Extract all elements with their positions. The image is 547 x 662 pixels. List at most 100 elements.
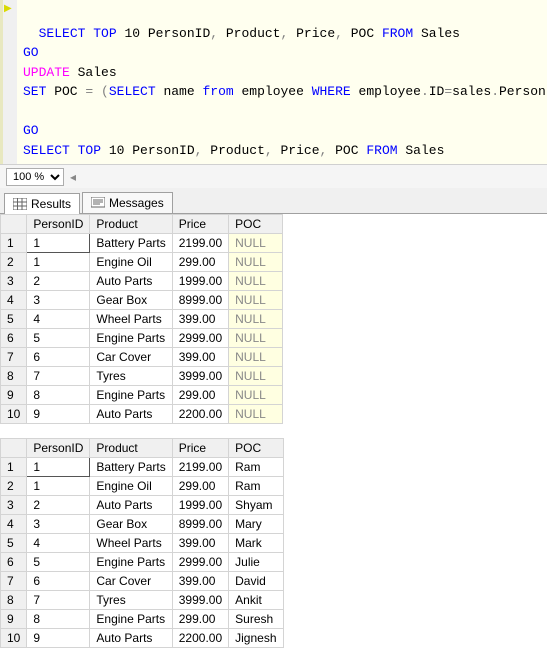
table-row[interactable]: 32Auto Parts1999.00Shyam	[1, 496, 284, 515]
cell-price[interactable]: 8999.00	[172, 515, 228, 534]
cell-price[interactable]: 399.00	[172, 572, 228, 591]
cell-person[interactable]: 5	[27, 329, 90, 348]
cell-person[interactable]: 9	[27, 405, 90, 424]
cell-price[interactable]: 299.00	[172, 253, 228, 272]
cell-poc[interactable]: Ankit	[229, 591, 283, 610]
cell-person[interactable]: 1	[27, 253, 90, 272]
tab-results[interactable]: Results	[4, 193, 80, 214]
table-row[interactable]: 76Car Cover399.00NULL	[1, 348, 283, 367]
cell-price[interactable]: 8999.00	[172, 291, 228, 310]
cell-price[interactable]: 399.00	[172, 348, 228, 367]
table-row[interactable]: 54Wheel Parts399.00Mark	[1, 534, 284, 553]
cell-product[interactable]: Car Cover	[90, 348, 172, 367]
cell-product[interactable]: Auto Parts	[90, 496, 172, 515]
row-header[interactable]: 4	[1, 291, 27, 310]
table-row[interactable]: 11Battery Parts2199.00Ram	[1, 458, 284, 477]
cell-poc[interactable]: Mark	[229, 534, 283, 553]
row-header[interactable]: 2	[1, 253, 27, 272]
cell-person[interactable]: 5	[27, 553, 90, 572]
cell-person[interactable]: 3	[27, 515, 90, 534]
cell-price[interactable]: 1999.00	[172, 272, 228, 291]
cell-price[interactable]: 2999.00	[172, 329, 228, 348]
cell-product[interactable]: Battery Parts	[90, 458, 172, 477]
table-row[interactable]: 87Tyres3999.00NULL	[1, 367, 283, 386]
grid-table[interactable]: PersonID Product Price POC 11Battery Par…	[0, 214, 283, 424]
table-row[interactable]: 76Car Cover399.00David	[1, 572, 284, 591]
cell-poc[interactable]: NULL	[229, 367, 283, 386]
row-header[interactable]: 7	[1, 572, 27, 591]
row-header[interactable]: 3	[1, 272, 27, 291]
table-row[interactable]: 109Auto Parts2200.00Jignesh	[1, 629, 284, 648]
cell-price[interactable]: 399.00	[172, 534, 228, 553]
cell-person[interactable]: 7	[27, 367, 90, 386]
cell-price[interactable]: 299.00	[172, 477, 228, 496]
cell-poc[interactable]: Shyam	[229, 496, 283, 515]
row-header[interactable]: 6	[1, 329, 27, 348]
cell-price[interactable]: 2999.00	[172, 553, 228, 572]
cell-poc[interactable]: NULL	[229, 272, 283, 291]
table-row[interactable]: 109Auto Parts2200.00NULL	[1, 405, 283, 424]
col-header-poc[interactable]: POC	[229, 439, 283, 458]
cell-person[interactable]: 7	[27, 591, 90, 610]
cell-poc[interactable]: Ram	[229, 458, 283, 477]
cell-person[interactable]: 4	[27, 310, 90, 329]
cell-price[interactable]: 2199.00	[172, 458, 228, 477]
cell-product[interactable]: Auto Parts	[90, 405, 172, 424]
cell-price[interactable]: 299.00	[172, 610, 228, 629]
grid-table[interactable]: PersonID Product Price POC 11Battery Par…	[0, 438, 284, 648]
cell-price[interactable]: 3999.00	[172, 591, 228, 610]
table-row[interactable]: 98Engine Parts299.00NULL	[1, 386, 283, 405]
cell-person[interactable]: 6	[27, 348, 90, 367]
cell-product[interactable]: Tyres	[90, 591, 172, 610]
table-row[interactable]: 21Engine Oil299.00NULL	[1, 253, 283, 272]
col-header-price[interactable]: Price	[172, 439, 228, 458]
table-row[interactable]: 21Engine Oil299.00Ram	[1, 477, 284, 496]
row-header[interactable]: 9	[1, 386, 27, 405]
cell-price[interactable]: 399.00	[172, 310, 228, 329]
cell-product[interactable]: Auto Parts	[90, 272, 172, 291]
cell-poc[interactable]: NULL	[229, 310, 283, 329]
row-header[interactable]: 4	[1, 515, 27, 534]
col-header-product[interactable]: Product	[90, 215, 172, 234]
cell-product[interactable]: Engine Parts	[90, 329, 172, 348]
row-header[interactable]: 5	[1, 534, 27, 553]
cell-person[interactable]: 3	[27, 291, 90, 310]
cell-poc[interactable]: Jignesh	[229, 629, 283, 648]
cell-price[interactable]: 2199.00	[172, 234, 228, 253]
cell-product[interactable]: Engine Parts	[90, 553, 172, 572]
table-row[interactable]: 11Battery Parts2199.00NULL	[1, 234, 283, 253]
cell-poc[interactable]: NULL	[229, 253, 283, 272]
cell-poc[interactable]: Mary	[229, 515, 283, 534]
cell-product[interactable]: Gear Box	[90, 291, 172, 310]
col-header-price[interactable]: Price	[172, 215, 228, 234]
table-row[interactable]: 98Engine Parts299.00Suresh	[1, 610, 284, 629]
cell-poc[interactable]: NULL	[229, 291, 283, 310]
cell-price[interactable]: 2200.00	[172, 629, 228, 648]
row-header[interactable]: 5	[1, 310, 27, 329]
cell-product[interactable]: Wheel Parts	[90, 310, 172, 329]
cell-person[interactable]: 1	[27, 458, 90, 477]
zoom-select[interactable]: 100 %	[6, 168, 64, 186]
cell-product[interactable]: Gear Box	[90, 515, 172, 534]
cell-product[interactable]: Tyres	[90, 367, 172, 386]
cell-poc[interactable]: NULL	[229, 348, 283, 367]
cell-person[interactable]: 8	[27, 386, 90, 405]
row-header[interactable]: 8	[1, 591, 27, 610]
row-header[interactable]: 9	[1, 610, 27, 629]
cell-poc[interactable]: NULL	[229, 405, 283, 424]
cell-product[interactable]: Engine Parts	[90, 610, 172, 629]
row-header[interactable]: 8	[1, 367, 27, 386]
table-row[interactable]: 54Wheel Parts399.00NULL	[1, 310, 283, 329]
cell-poc[interactable]: NULL	[229, 386, 283, 405]
tab-messages[interactable]: Messages	[82, 192, 173, 213]
cell-price[interactable]: 299.00	[172, 386, 228, 405]
table-row[interactable]: 43Gear Box8999.00Mary	[1, 515, 284, 534]
row-header[interactable]: 7	[1, 348, 27, 367]
table-row[interactable]: 32Auto Parts1999.00NULL	[1, 272, 283, 291]
cell-poc[interactable]: Ram	[229, 477, 283, 496]
col-header-person[interactable]: PersonID	[27, 439, 90, 458]
row-header[interactable]: 10	[1, 405, 27, 424]
cell-product[interactable]: Engine Parts	[90, 386, 172, 405]
col-header-person[interactable]: PersonID	[27, 215, 90, 234]
cell-poc[interactable]: NULL	[229, 234, 283, 253]
